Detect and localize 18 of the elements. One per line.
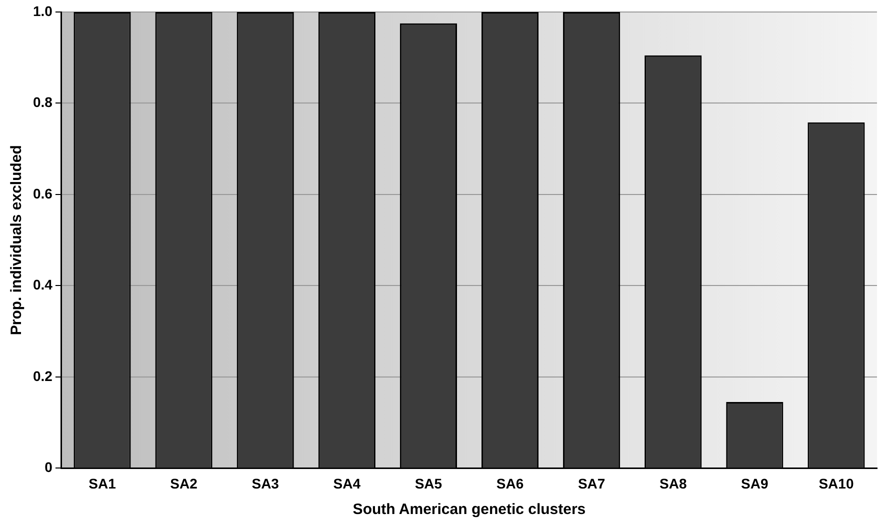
x-tick-label: SA6 — [496, 475, 524, 492]
x-tick-label: SA5 — [414, 475, 442, 492]
x-axis-title: South American genetic clusters — [352, 501, 586, 518]
x-tick-label: SA1 — [88, 475, 116, 492]
y-tick-label: 0 — [44, 459, 53, 476]
y-tick-label: 1.0 — [32, 2, 53, 19]
x-tick-label: SA4 — [333, 475, 361, 492]
x-tick-label: SA9 — [741, 475, 768, 492]
y-tick-label: 0.2 — [32, 368, 53, 384]
y-tick-label: 0.8 — [32, 94, 53, 110]
y-axis-title: Prop. individuals excluded — [8, 145, 26, 336]
x-tick-label: SA2 — [170, 475, 198, 492]
x-tick-label: SA10 — [818, 475, 854, 492]
x-tick-label: SA8 — [660, 475, 687, 492]
x-tick-label: SA3 — [252, 475, 280, 492]
y-tick-label: 0.4 — [32, 276, 53, 293]
x-tick-label: SA7 — [578, 475, 606, 492]
y-tick-label: 0.6 — [32, 185, 53, 202]
